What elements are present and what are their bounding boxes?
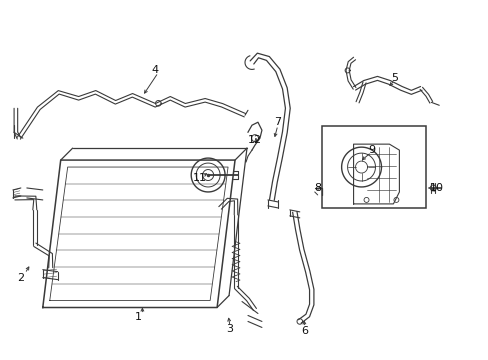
Text: 9: 9 — [367, 145, 374, 155]
Text: 12: 12 — [247, 135, 262, 145]
Text: 6: 6 — [301, 327, 307, 336]
Text: 2: 2 — [17, 273, 24, 283]
Bar — [321, 126, 426, 208]
Text: 3: 3 — [226, 324, 233, 334]
Text: 11: 11 — [193, 173, 207, 183]
Text: 4: 4 — [151, 66, 159, 76]
Text: 7: 7 — [274, 117, 281, 127]
Text: 5: 5 — [390, 73, 397, 84]
Text: 8: 8 — [313, 183, 321, 193]
Text: 10: 10 — [429, 183, 443, 193]
Text: 1: 1 — [135, 312, 142, 323]
